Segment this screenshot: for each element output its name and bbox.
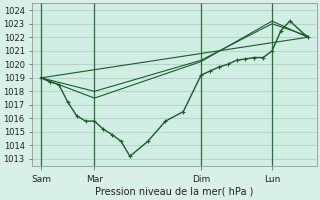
X-axis label: Pression niveau de la mer( hPa ): Pression niveau de la mer( hPa ) <box>95 187 253 197</box>
